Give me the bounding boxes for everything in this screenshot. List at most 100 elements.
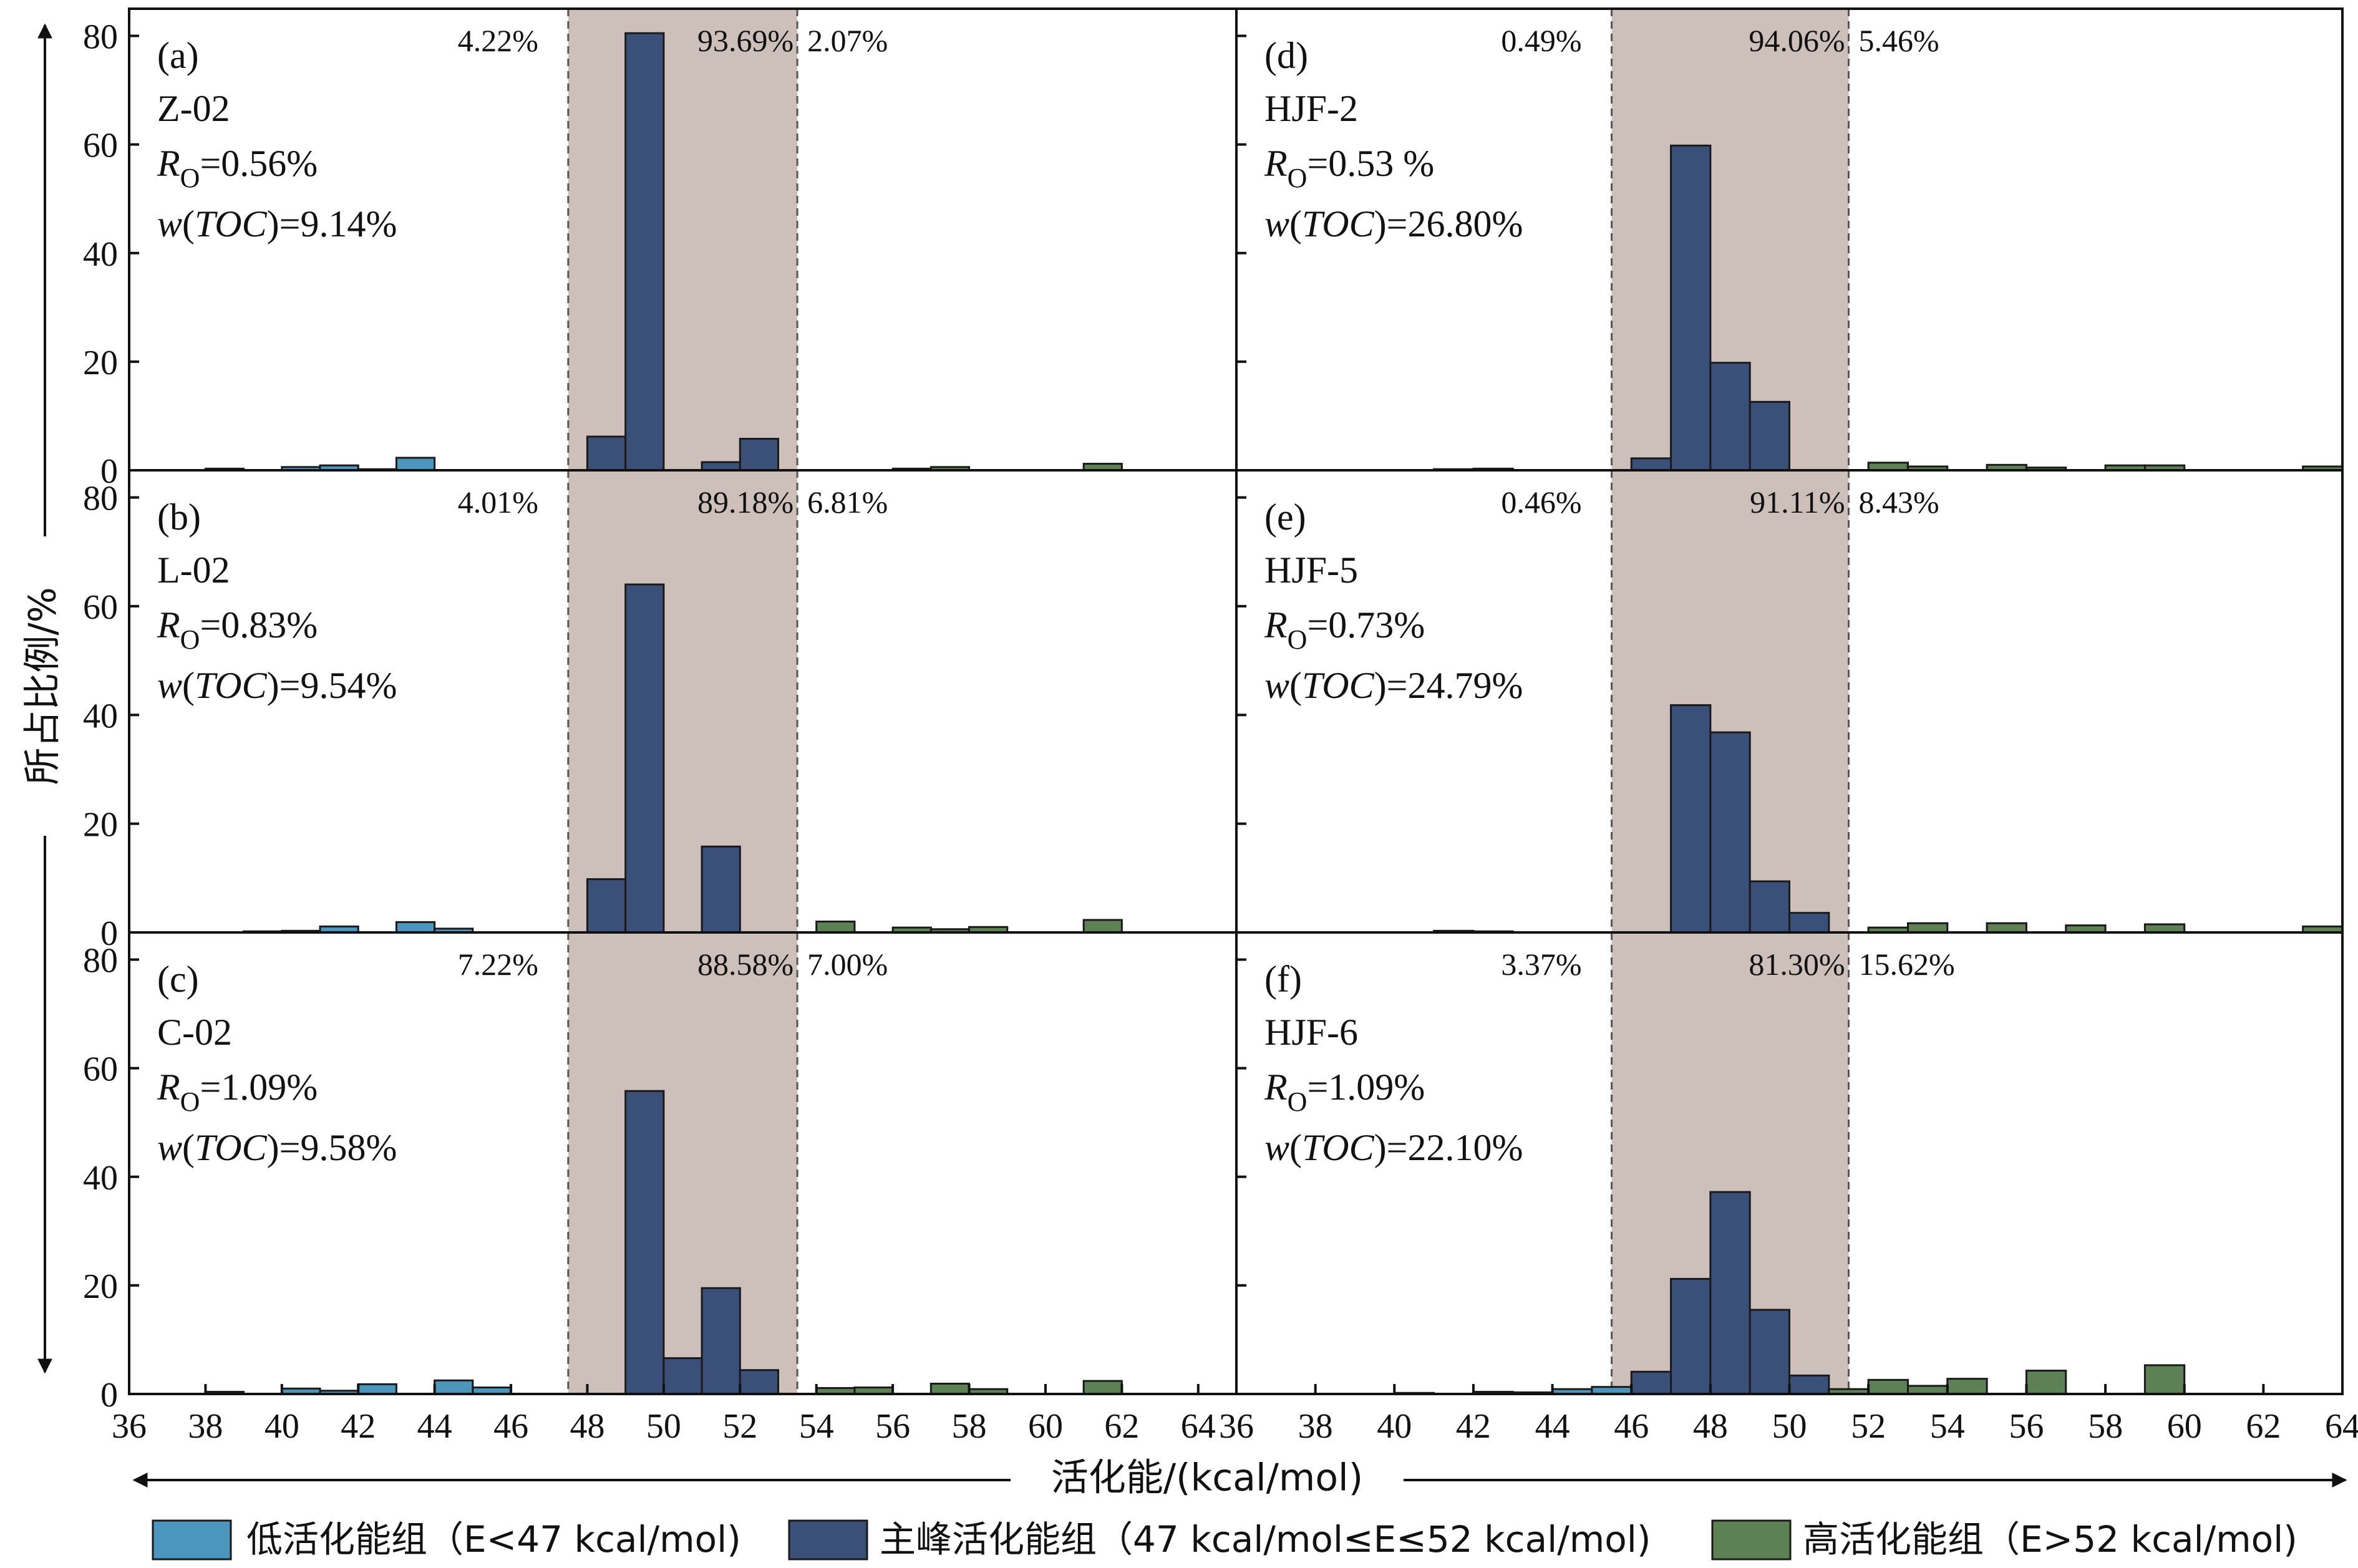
percent-low-label: 0.49% (1501, 23, 1581, 58)
bar-main (624, 1090, 665, 1395)
ro-value: RO=1.09% (1264, 1067, 1425, 1117)
x-axis-title-group: 活化能/(kcal/mol) (132, 1456, 2347, 1500)
sample-name: HJF-2 (1264, 88, 1358, 129)
legend-label-low: 低活化能组（E<47 kcal/mol) (246, 1518, 741, 1561)
percent-low-label: 0.46% (1501, 485, 1581, 520)
sample-name: Z-02 (157, 88, 230, 129)
y-tick-label: 40 (83, 697, 118, 735)
x-axis-title: 活化能/(kcal/mol) (1051, 1456, 1363, 1500)
x-tick-label: 56 (2009, 1407, 2044, 1446)
percent-high-label: 15.62% (1858, 947, 1954, 982)
legend-label-main: 主峰活化能组（47 kcal/mol≤E≤52 kcal/mol) (880, 1518, 1651, 1561)
x-tick-label: 50 (1772, 1407, 1807, 1446)
x-tick-label: 44 (1535, 1407, 1570, 1446)
y-tick-label: 60 (83, 127, 118, 165)
legend-swatch-low (152, 1519, 232, 1561)
panel-letter: (d) (1264, 35, 1308, 76)
x-tick-label: 38 (1298, 1407, 1333, 1446)
main-peak-band (568, 470, 798, 932)
percent-low-label: 4.22% (458, 23, 538, 58)
bar-high (929, 1382, 971, 1395)
sample-name: HJF-5 (1264, 549, 1358, 591)
x-tick-label: 56 (875, 1407, 910, 1446)
toc-value: w(TOC)=9.58% (157, 1127, 397, 1168)
percent-high-label: 6.81% (807, 485, 888, 520)
sample-name: L-02 (157, 549, 230, 591)
percent-high-label: 8.43% (1858, 485, 1939, 520)
bar-high (1986, 922, 2027, 934)
panel-letter: (f) (1264, 959, 1302, 1000)
toc-value: w(TOC)=26.80% (1264, 203, 1523, 244)
bar-main (662, 1357, 703, 1395)
bar-main (586, 878, 627, 934)
x-tick-label: 58 (952, 1407, 987, 1446)
bar-high (1946, 1378, 1988, 1395)
bar-main (1788, 912, 1830, 934)
x-tick-label: 64 (2325, 1407, 2358, 1446)
main-peak-band (568, 932, 798, 1394)
x-tick-label: 42 (341, 1407, 376, 1446)
toc-value: w(TOC)=9.14% (157, 203, 397, 244)
y-tick-label: 40 (83, 1159, 118, 1198)
bar-main (739, 1369, 780, 1395)
x-tick-label: 40 (1377, 1407, 1412, 1446)
percent-main-label: 88.58% (697, 947, 793, 982)
y-tick-label: 0 (100, 452, 118, 491)
percent-high-label: 5.46% (1858, 23, 1939, 58)
y-axis-title-group: 所占比例/% (21, 23, 65, 1374)
x-tick-label: 52 (1851, 1407, 1886, 1446)
bar-low (357, 1383, 397, 1395)
ro-value: RO=0.53 % (1264, 143, 1434, 193)
panel-1: 0 20 40 60 80 4.01% 89.18% 6.81% (b) L-02 RO=0.83%… (83, 469, 1238, 953)
percent-main-label: 89.18% (697, 485, 793, 520)
bar-main (586, 435, 627, 472)
ro-value: RO=0.56% (157, 143, 318, 193)
panel-2: 0 20 40 60 80 36 38 40 42 44 46 48 50 52 54 56 58 60 62 64 7… (83, 931, 1238, 1446)
x-tick-label: 48 (570, 1407, 604, 1446)
ro-value: RO=1.09% (157, 1067, 318, 1117)
bar-main (1709, 362, 1751, 472)
percent-main-label: 93.69% (697, 23, 793, 58)
y-tick-label: 80 (83, 18, 118, 57)
percent-low-label: 3.37% (1501, 947, 1581, 982)
bar-high (1082, 919, 1123, 934)
bar-main (701, 1287, 741, 1395)
x-tick-label: 60 (1028, 1407, 1063, 1446)
bar-high (815, 921, 856, 934)
ro-value: RO=0.73% (1264, 604, 1425, 655)
toc-value: w(TOC)=22.10% (1264, 1127, 1523, 1168)
main-peak-band (568, 9, 798, 470)
bar-main (739, 438, 780, 472)
bar-main (1749, 400, 1790, 472)
x-tick-label: 50 (646, 1407, 681, 1446)
bar-main (1670, 1277, 1712, 1395)
bar-high (2025, 1370, 2067, 1395)
panel-5: 36 38 40 42 44 46 48 50 52 54 56 58 60 62 64 3.37% 81.30… (1219, 931, 2358, 1446)
percent-main-label: 81.30% (1749, 947, 1845, 982)
panel-letter: (a) (157, 35, 199, 76)
legend-swatch-high (1711, 1519, 1792, 1561)
toc-value: w(TOC)=24.79% (1264, 665, 1523, 706)
bar-main (1709, 1191, 1751, 1395)
x-tick-label: 40 (264, 1407, 299, 1446)
x-tick-label: 36 (112, 1407, 147, 1446)
bar-main (1749, 1309, 1790, 1395)
bar-high (1867, 1378, 1909, 1395)
legend: 低活化能组（E<47 kcal/mol) 主峰活化能组（47 kcal/mol≤… (152, 1518, 2297, 1561)
x-tick-label: 52 (722, 1407, 757, 1446)
bar-low (434, 1379, 474, 1395)
toc-value: w(TOC)=9.54% (157, 665, 397, 706)
bar-main (701, 845, 741, 934)
x-tick-label: 54 (1930, 1407, 1965, 1446)
y-tick-label: 20 (83, 806, 118, 844)
y-tick-label: 20 (83, 344, 118, 382)
percent-low-label: 7.22% (458, 947, 538, 982)
x-tick-label: 54 (799, 1407, 834, 1446)
panel-letter: (b) (157, 496, 201, 538)
y-tick-label: 60 (83, 1050, 118, 1089)
y-axis-title: 所占比例/% (21, 587, 65, 785)
sample-name: HJF-6 (1264, 1012, 1358, 1053)
x-tick-label: 60 (2167, 1407, 2202, 1446)
bar-main (624, 32, 665, 472)
